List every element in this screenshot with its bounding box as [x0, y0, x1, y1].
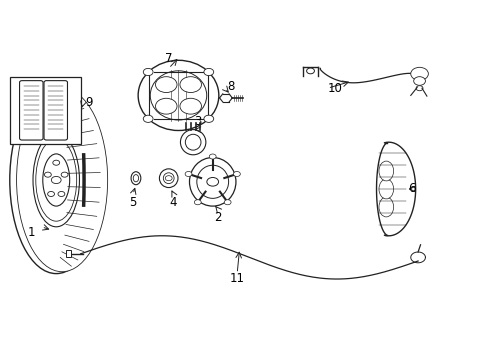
- Text: 9: 9: [85, 96, 93, 109]
- Circle shape: [143, 115, 153, 122]
- Text: 7: 7: [164, 52, 172, 65]
- FancyBboxPatch shape: [20, 81, 43, 140]
- Ellipse shape: [163, 173, 174, 184]
- Circle shape: [165, 176, 172, 181]
- Ellipse shape: [196, 165, 228, 198]
- Bar: [66, 250, 71, 257]
- Circle shape: [206, 177, 218, 186]
- Circle shape: [185, 171, 192, 176]
- Circle shape: [233, 171, 240, 176]
- Circle shape: [155, 77, 177, 93]
- Ellipse shape: [159, 169, 178, 188]
- Ellipse shape: [131, 172, 141, 185]
- Ellipse shape: [43, 154, 70, 206]
- Circle shape: [413, 77, 425, 85]
- Ellipse shape: [36, 139, 77, 221]
- Text: 11: 11: [229, 272, 244, 285]
- Ellipse shape: [185, 134, 201, 150]
- Ellipse shape: [150, 71, 206, 120]
- Ellipse shape: [189, 158, 236, 206]
- Circle shape: [53, 160, 60, 165]
- Ellipse shape: [10, 86, 102, 274]
- Bar: [10, 77, 81, 144]
- Ellipse shape: [138, 60, 219, 130]
- Text: 2: 2: [213, 211, 221, 224]
- Circle shape: [143, 68, 153, 76]
- FancyBboxPatch shape: [44, 81, 67, 140]
- Text: 3: 3: [194, 115, 202, 128]
- Circle shape: [415, 86, 422, 91]
- Circle shape: [209, 154, 216, 159]
- Circle shape: [58, 192, 65, 197]
- Circle shape: [306, 68, 314, 74]
- Circle shape: [203, 68, 213, 76]
- Circle shape: [44, 172, 51, 177]
- Ellipse shape: [133, 175, 139, 182]
- Text: 1: 1: [28, 226, 36, 239]
- Ellipse shape: [33, 133, 80, 227]
- Circle shape: [61, 172, 68, 177]
- Circle shape: [203, 115, 213, 122]
- Circle shape: [51, 176, 61, 184]
- Text: 8: 8: [227, 80, 234, 93]
- Ellipse shape: [17, 88, 107, 272]
- Circle shape: [180, 98, 201, 114]
- Ellipse shape: [378, 161, 393, 181]
- Circle shape: [194, 200, 201, 205]
- Ellipse shape: [378, 197, 393, 217]
- Text: 5: 5: [129, 196, 137, 209]
- Ellipse shape: [378, 179, 393, 199]
- Text: 4: 4: [169, 196, 177, 209]
- Circle shape: [47, 192, 54, 197]
- Text: 6: 6: [407, 183, 415, 195]
- Circle shape: [410, 67, 427, 80]
- Circle shape: [180, 77, 201, 93]
- Circle shape: [224, 200, 231, 205]
- Circle shape: [155, 98, 177, 114]
- Ellipse shape: [180, 130, 205, 155]
- Text: 10: 10: [327, 82, 342, 95]
